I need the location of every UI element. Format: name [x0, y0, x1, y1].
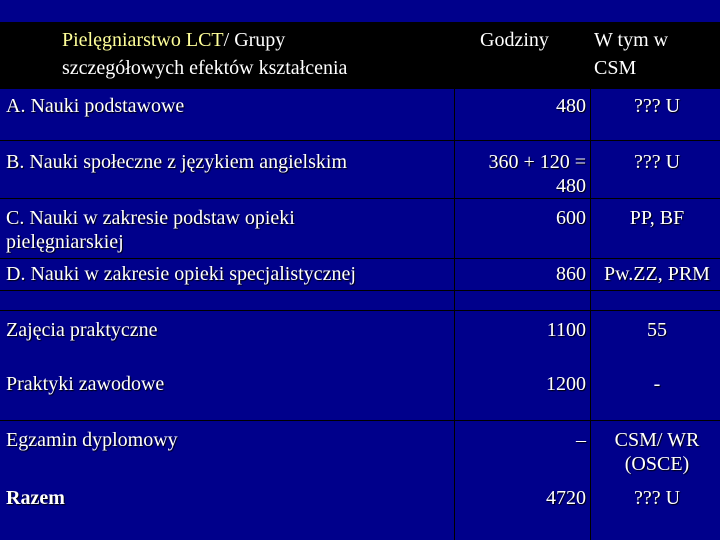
total-csm: ??? U: [633, 487, 681, 509]
row-csm: Pw.ZZ, PRM: [604, 263, 710, 285]
row-hours: 1200: [546, 373, 586, 395]
header-col-csm-line2: CSM: [594, 57, 637, 79]
header-col-groups: Pielęgniarstwo LCT/ Grupy: [62, 28, 442, 52]
row-divider: [0, 140, 720, 141]
row-label: Praktyki zawodowe: [6, 373, 165, 395]
row-divider: [0, 258, 720, 259]
row-label: Egzamin dyplomowy: [6, 429, 178, 451]
row-csm: 55: [647, 319, 667, 341]
row-divider: [0, 290, 720, 291]
row-hours: 860: [556, 263, 586, 285]
column-divider: [590, 22, 591, 540]
total-hours: 4720: [546, 487, 586, 509]
row-label: A. Nauki podstawowe: [6, 95, 185, 117]
row-label: C. Nauki w zakresie podstaw opieki pielę…: [6, 207, 295, 253]
header-col-groups-line2: szczegółowych efektów kształcenia: [62, 57, 348, 79]
row-label: B. Nauki społeczne z językiem angielskim: [6, 151, 348, 173]
row-hours: 600: [556, 207, 586, 229]
row-csm: PP, BF: [629, 207, 685, 229]
header-col-csm: W tym w: [594, 29, 669, 51]
row-divider: [0, 310, 720, 311]
row-csm: CSM/ WR (OSCE): [614, 429, 700, 475]
row-divider: [0, 88, 720, 89]
table-header: [0, 22, 720, 88]
row-label: D. Nauki w zakresie opieki specjalistycz…: [6, 263, 356, 285]
row-label: Zajęcia praktyczne: [6, 319, 158, 341]
header-col-groups-rest: / Grupy: [223, 29, 286, 51]
row-csm: ??? U: [633, 95, 681, 117]
row-csm: -: [653, 373, 661, 395]
row-hours: –: [576, 429, 586, 451]
header-col-hours: Godziny: [480, 29, 549, 51]
row-hours: 480: [556, 95, 586, 117]
row-hours: 360 + 120 = 480: [488, 151, 586, 197]
row-hours: 1100: [546, 319, 586, 341]
column-divider: [454, 22, 455, 540]
row-csm: ??? U: [633, 151, 681, 173]
row-divider: [0, 420, 720, 421]
header-col-groups-accent: Pielęgniarstwo LCT: [62, 29, 224, 51]
row-divider: [0, 198, 720, 199]
total-label: Razem: [6, 487, 65, 509]
